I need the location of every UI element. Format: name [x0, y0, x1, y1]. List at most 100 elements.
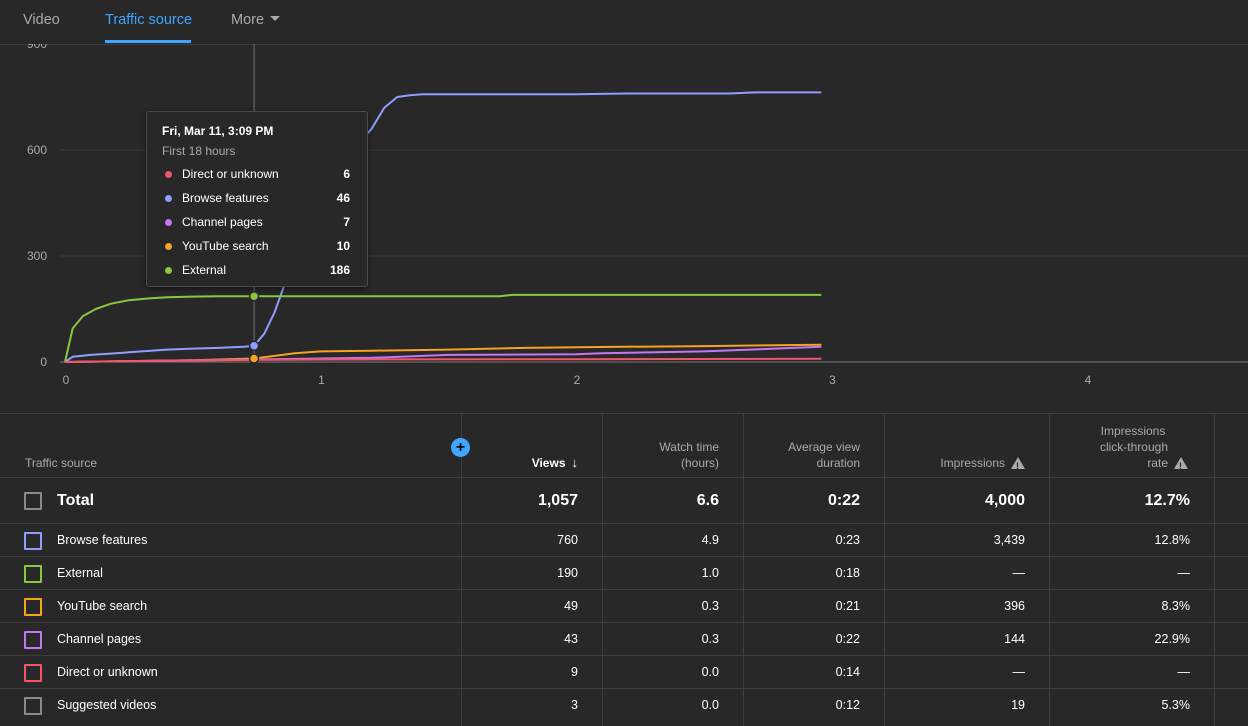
- row-checkbox[interactable]: [24, 598, 42, 616]
- cell-avd: 0:14: [835, 665, 860, 679]
- tooltip-row-browse: Browse features 46: [162, 191, 352, 207]
- cell-watch-time: 0.3: [701, 599, 719, 613]
- header-traffic-source: Traffic source: [25, 456, 98, 470]
- plus-circle-icon[interactable]: +: [451, 438, 470, 457]
- series-line: [64, 357, 822, 363]
- y-tick-label: 0: [40, 355, 47, 369]
- hover-points: [248, 291, 260, 364]
- tooltip-row-value: 7: [343, 215, 350, 229]
- cell-impressions: 19: [1011, 698, 1025, 712]
- header-views[interactable]: Views ↓: [532, 455, 578, 471]
- column-divider: [743, 414, 744, 726]
- header-impressions[interactable]: Impressions: [940, 455, 1025, 474]
- cell-watch-time: 0.0: [701, 665, 719, 679]
- header-views-label: Views: [531, 456, 566, 470]
- legend-dot: [165, 195, 172, 202]
- header-watch-time-line2: (hours): [680, 456, 719, 470]
- legend-dot: [165, 243, 172, 250]
- cell-impressions: 4,000: [984, 492, 1025, 509]
- tooltip-row-search: YouTube search 10: [162, 239, 352, 255]
- tab-video[interactable]: Video: [23, 12, 60, 28]
- cell-impressions: 396: [1004, 599, 1025, 613]
- cell-views: 9: [571, 665, 578, 679]
- active-tab-indicator: [105, 40, 191, 43]
- row-checkbox[interactable]: [24, 664, 42, 682]
- table-row[interactable]: YouTube search 49 0.3 0:21 396 8.3%: [0, 589, 1248, 623]
- cell-ctr: 5.3%: [1161, 698, 1191, 712]
- cell-avd: 0:23: [835, 533, 860, 547]
- cell-avd: 0:21: [835, 599, 860, 613]
- tooltip-subtitle: First 18 hours: [162, 144, 236, 158]
- table-row[interactable]: Channel pages 43 0.3 0:22 144 22.9%: [0, 622, 1248, 656]
- tooltip-row-value: 6: [343, 167, 350, 181]
- hover-point: [248, 291, 260, 302]
- header-ctr-line3-wrap: rate: [1100, 455, 1188, 474]
- row-name: Total: [57, 492, 95, 509]
- row-checkbox[interactable]: [24, 532, 42, 550]
- x-tick-label: 1: [318, 373, 325, 387]
- tab-bar: Video Traffic source More: [0, 0, 1248, 45]
- x-tick-label: 2: [574, 373, 581, 387]
- hover-point: [248, 340, 260, 351]
- column-divider: [1214, 414, 1215, 726]
- arrow-down-icon: ↓: [571, 455, 579, 470]
- cell-views: 190: [557, 566, 578, 580]
- header-ctr-line1: Impressions: [1100, 424, 1166, 438]
- tab-more-label: More: [231, 12, 265, 28]
- tooltip-row-value: 10: [336, 239, 350, 253]
- cell-views: 1,057: [537, 492, 578, 509]
- table-row[interactable]: Direct or unknown 9 0.0 0:14 — —: [0, 655, 1248, 689]
- caret-down-icon: [270, 15, 281, 21]
- column-divider: [602, 414, 603, 726]
- header-ctr[interactable]: Impressions click-through rate: [1100, 423, 1188, 474]
- column-divider: [1049, 414, 1050, 726]
- cell-avd: 0:12: [835, 698, 860, 712]
- tooltip-row-direct: Direct or unknown 6: [162, 167, 352, 183]
- tooltip-row-label: External: [182, 263, 227, 277]
- header-watch-time-line1: Watch time: [659, 440, 719, 454]
- cell-views: 43: [564, 632, 578, 646]
- hover-point: [248, 353, 260, 364]
- cell-views: 760: [557, 533, 578, 547]
- cell-impressions: —: [1012, 665, 1026, 679]
- header-avg-view-duration[interactable]: Average view duration: [788, 439, 860, 471]
- row-checkbox[interactable]: [24, 565, 42, 583]
- traffic-source-table: Traffic source + Views ↓ Watch time (hour…: [0, 413, 1248, 726]
- row-name: Suggested videos: [57, 698, 157, 712]
- x-tick-label: 0: [63, 373, 70, 387]
- cell-views: 3: [571, 698, 578, 712]
- cell-views: 49: [564, 599, 578, 613]
- total-checkbox[interactable]: [24, 492, 42, 510]
- tooltip-row-channel: Channel pages 7: [162, 215, 352, 231]
- header-impressions-label: Impressions: [940, 456, 1005, 470]
- tab-more[interactable]: More: [231, 12, 281, 28]
- header-avd-line1: Average view: [788, 440, 860, 454]
- cell-impressions: —: [1012, 566, 1026, 580]
- tooltip-row-label: Direct or unknown: [182, 167, 279, 181]
- x-tick-label: 4: [1085, 373, 1092, 387]
- cell-watch-time: 6.6: [696, 492, 719, 509]
- tab-traffic-source[interactable]: Traffic source: [105, 12, 193, 28]
- header-watch-time[interactable]: Watch time (hours): [659, 439, 719, 471]
- tooltip-row-label: Channel pages: [182, 215, 263, 229]
- cell-ctr: 8.3%: [1161, 599, 1191, 613]
- row-name: Direct or unknown: [57, 665, 158, 679]
- row-checkbox[interactable]: [24, 697, 42, 715]
- warning-triangle-icon: [1011, 456, 1025, 474]
- cell-watch-time: 4.9: [701, 533, 719, 547]
- cell-ctr: —: [1177, 665, 1191, 679]
- cell-watch-time: 0.3: [701, 632, 719, 646]
- cell-impressions: 144: [1004, 632, 1025, 646]
- table-row[interactable]: Suggested videos 3 0.0 0:12 19 5.3%: [0, 688, 1248, 722]
- tooltip-row-value: 186: [329, 263, 350, 277]
- row-checkbox[interactable]: [24, 631, 42, 649]
- row-name: Channel pages: [57, 632, 142, 646]
- y-tick-label: 300: [27, 249, 47, 263]
- table-row[interactable]: External 190 1.0 0:18 — —: [0, 556, 1248, 590]
- column-divider: [884, 414, 885, 726]
- table-row[interactable]: Browse features 760 4.9 0:23 3,439 12.8%: [0, 523, 1248, 557]
- cell-watch-time: 0.0: [701, 698, 719, 712]
- series-line: [64, 293, 822, 363]
- cell-ctr: 12.8%: [1154, 533, 1190, 547]
- header-ctr-line3: rate: [1147, 456, 1168, 470]
